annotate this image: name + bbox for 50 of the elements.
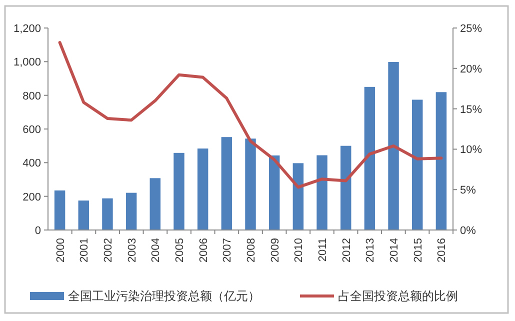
x-tick-label: 2006 — [198, 238, 210, 262]
y-tick-label: 800 — [22, 90, 41, 102]
x-tick-label: 2016 — [436, 238, 448, 262]
x-tick-label: 2001 — [78, 238, 91, 262]
bar — [197, 148, 208, 230]
bar — [221, 137, 232, 230]
x-tick-label: 2007 — [222, 238, 234, 262]
bar — [316, 155, 328, 230]
bar — [292, 163, 304, 230]
bar — [150, 178, 161, 230]
y-tick-label: 400 — [22, 158, 41, 170]
y2-tick-label: 25% — [460, 23, 482, 35]
legend-label: 占全国投资总额的比例 — [338, 289, 458, 303]
y-tick-label: 1,200 — [13, 23, 41, 35]
x-tick-label: 2011 — [317, 238, 330, 262]
line-series — [58, 41, 443, 189]
bar — [340, 146, 352, 230]
bar — [78, 200, 89, 230]
bar — [436, 92, 447, 230]
x-tick-label: 2003 — [126, 238, 138, 262]
y-tick-label: 1,000 — [13, 56, 41, 69]
bar — [126, 192, 137, 230]
y2-tick-label: 5% — [460, 184, 476, 197]
x-tick-label: 2013 — [364, 238, 377, 262]
x-tick-label: 2014 — [388, 238, 401, 262]
y2-tick-label: 20% — [460, 63, 482, 76]
y-tick-label: 600 — [22, 124, 41, 136]
bar — [268, 155, 280, 230]
y2-tick-label: 15% — [460, 104, 482, 116]
x-tick-label: 2010 — [293, 238, 306, 262]
y2-tick-label: 10% — [460, 144, 482, 156]
y2-tick-label: 0% — [460, 225, 476, 237]
bar — [412, 100, 423, 230]
x-tick-label: 2008 — [246, 238, 258, 262]
x-tick-label: 2012 — [340, 238, 353, 262]
x-tick-label: 2002 — [102, 238, 114, 262]
bar — [388, 62, 399, 230]
x-tick-label: 2015 — [412, 238, 424, 262]
bar — [364, 86, 376, 230]
x-tick-label: 2000 — [54, 238, 67, 262]
legend-label: 全国工业污染治理投资总额（亿元） — [68, 289, 260, 303]
x-tick-label: 2005 — [174, 238, 186, 262]
y-tick-label: 200 — [22, 191, 41, 204]
bar — [174, 152, 184, 230]
bar — [102, 198, 113, 230]
x-tick-label: 2004 — [150, 238, 162, 262]
x-tick-label: 2009 — [269, 238, 282, 262]
bar — [54, 190, 66, 230]
y-tick-label: 0 — [34, 225, 41, 237]
bar — [245, 138, 256, 230]
